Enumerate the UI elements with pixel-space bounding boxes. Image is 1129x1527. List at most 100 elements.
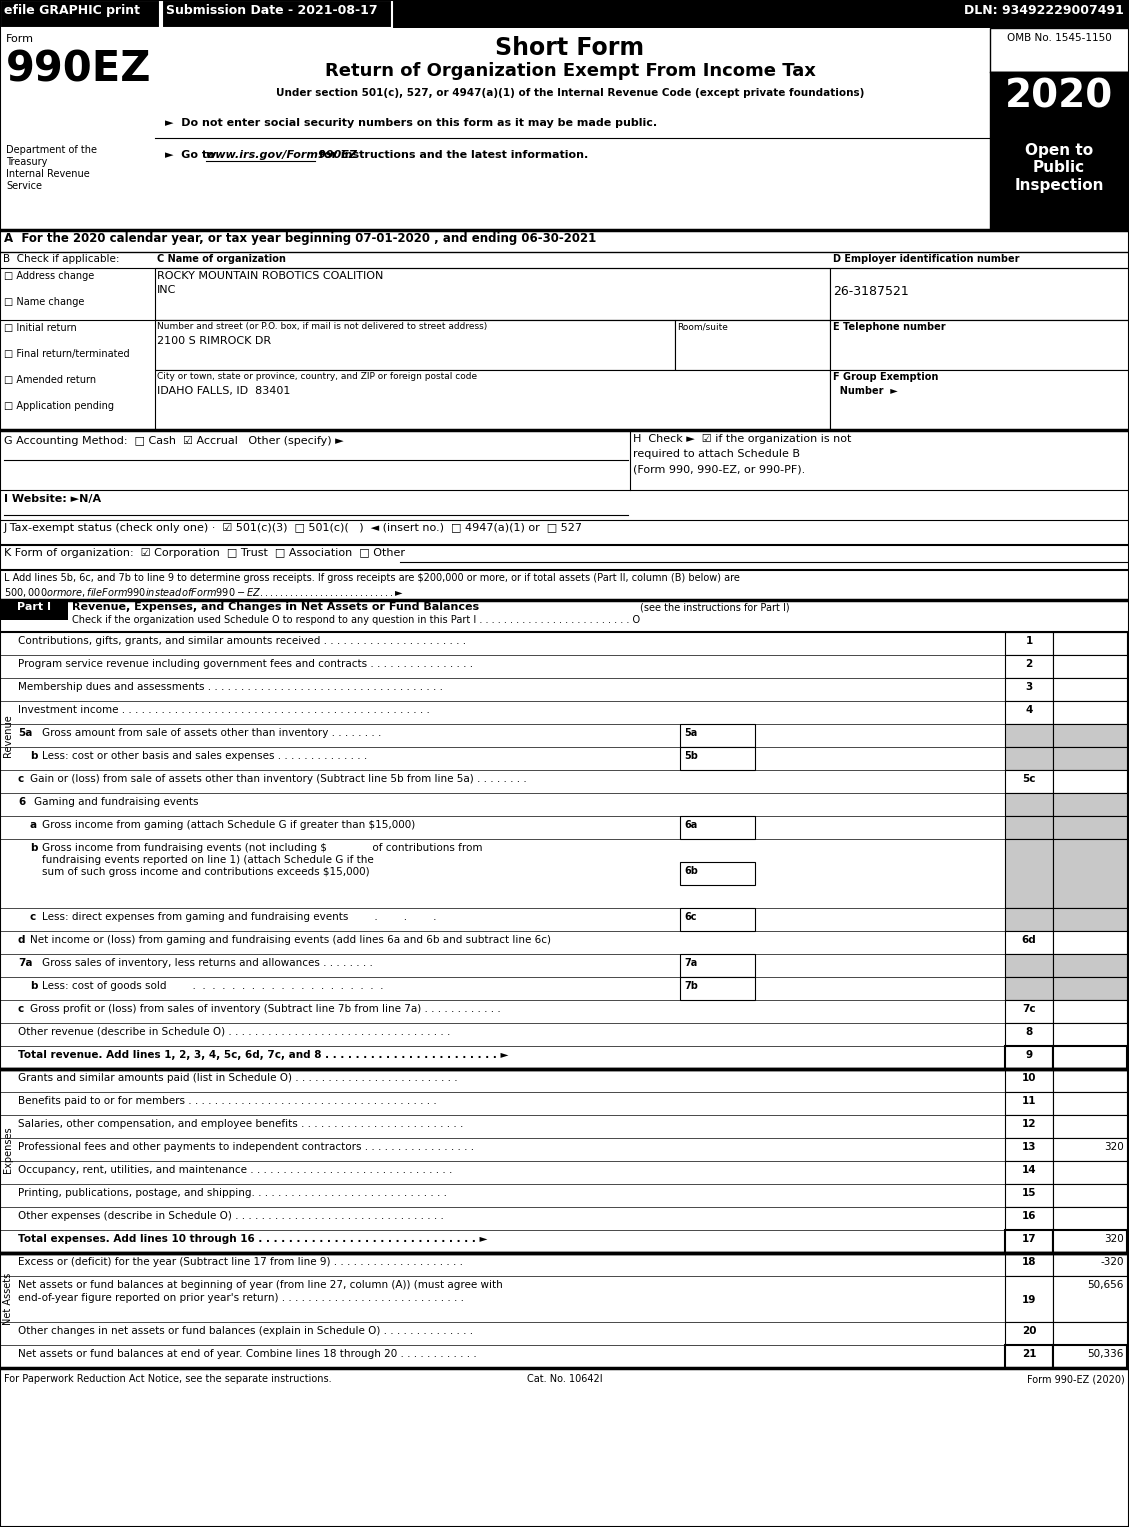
Text: G Accounting Method:  □ Cash  ☑ Accrual   Other (specify) ►: G Accounting Method: □ Cash ☑ Accrual Ot… (5, 437, 343, 446)
Text: ROCKY MOUNTAIN ROBOTICS COALITION: ROCKY MOUNTAIN ROBOTICS COALITION (157, 270, 384, 281)
Bar (1005, 1115, 1053, 1138)
Text: K Form of organization:  ☑ Corporation  □ Trust  □ Association  □ Other: K Form of organization: ☑ Corporation □ … (5, 548, 405, 557)
Bar (1005, 1000, 1053, 1023)
Text: 17: 17 (1022, 1234, 1036, 1245)
Text: 7b: 7b (684, 980, 698, 991)
Bar (1005, 747, 1053, 770)
Text: Printing, publications, postage, and shipping. . . . . . . . . . . . . . . . . .: Printing, publications, postage, and shi… (18, 1188, 447, 1199)
Text: Contributions, gifts, grants, and similar amounts received . . . . . . . . . . .: Contributions, gifts, grants, and simila… (18, 637, 466, 646)
Text: 10: 10 (1022, 1073, 1036, 1083)
Text: D Employer identification number: D Employer identification number (833, 253, 1019, 264)
Text: Program service revenue including government fees and contracts . . . . . . . . : Program service revenue including govern… (18, 660, 473, 669)
Text: 18: 18 (1022, 1257, 1036, 1267)
Text: Net income or (loss) from gaming and fundraising events (add lines 6a and 6b and: Net income or (loss) from gaming and fun… (30, 935, 551, 945)
Bar (1005, 678, 1053, 701)
Text: Gross profit or (loss) from sales of inventory (Subtract line 7b from line 7a) .: Gross profit or (loss) from sales of inv… (30, 1003, 501, 1014)
Text: Gross sales of inventory, less returns and allowances . . . . . . . .: Gross sales of inventory, less returns a… (42, 957, 373, 968)
Text: 5c: 5c (1022, 774, 1035, 783)
Bar (680, 863, 755, 886)
Text: Gain or (loss) from sale of assets other than inventory (Subtract line 5b from l: Gain or (loss) from sale of assets other… (30, 774, 527, 783)
Text: 6: 6 (18, 797, 25, 806)
Text: □ Amended return: □ Amended return (5, 376, 96, 385)
Bar (1053, 838, 1127, 909)
Text: 2100 S RIMROCK DR: 2100 S RIMROCK DR (157, 336, 271, 347)
Text: 11: 11 (1022, 1096, 1036, 1106)
Text: Check if the organization used Schedule O to respond to any question in this Par: Check if the organization used Schedule … (72, 615, 640, 625)
Text: Other changes in net assets or fund balances (explain in Schedule O) . . . . . .: Other changes in net assets or fund bala… (18, 1325, 473, 1336)
Bar (680, 747, 755, 770)
Bar (155, 321, 675, 370)
Bar (1053, 701, 1127, 724)
Bar (990, 27, 1129, 72)
Text: ►  Do not enter social security numbers on this form as it may be made public.: ► Do not enter social security numbers o… (165, 118, 657, 128)
Bar (1053, 632, 1127, 655)
Bar (1053, 655, 1127, 678)
Bar (1053, 1254, 1127, 1277)
Bar (1005, 1161, 1053, 1183)
Bar (0, 600, 68, 620)
Text: Form: Form (6, 34, 34, 44)
Bar (1053, 977, 1127, 1000)
Bar (155, 269, 830, 321)
Bar (1005, 655, 1053, 678)
Bar (155, 370, 830, 431)
Text: ►  Go to: ► Go to (165, 150, 219, 160)
Text: 9: 9 (1025, 1051, 1033, 1060)
Text: b: b (30, 980, 37, 991)
Text: 50,656: 50,656 (1087, 1280, 1124, 1290)
Bar (680, 909, 755, 931)
Text: www.irs.gov/Form990EZ: www.irs.gov/Form990EZ (205, 150, 358, 160)
Text: IDAHO FALLS, ID  83401: IDAHO FALLS, ID 83401 (157, 386, 290, 395)
Bar (1005, 909, 1053, 931)
Bar (0, 27, 155, 231)
Text: c: c (18, 1003, 24, 1014)
Bar (1005, 1231, 1053, 1254)
Text: Occupancy, rent, utilities, and maintenance . . . . . . . . . . . . . . . . . . : Occupancy, rent, utilities, and maintena… (18, 1165, 453, 1174)
Bar (1005, 1345, 1053, 1368)
Text: For Paperwork Reduction Act Notice, see the separate instructions.: For Paperwork Reduction Act Notice, see … (5, 1374, 332, 1383)
Text: 13: 13 (1022, 1142, 1036, 1151)
Text: Other revenue (describe in Schedule O) . . . . . . . . . . . . . . . . . . . . .: Other revenue (describe in Schedule O) .… (18, 1028, 450, 1037)
Text: □ Final return/terminated: □ Final return/terminated (5, 350, 130, 359)
Text: efile GRAPHIC print: efile GRAPHIC print (5, 5, 140, 17)
Bar (1005, 931, 1053, 954)
Text: Cat. No. 10642I: Cat. No. 10642I (527, 1374, 602, 1383)
Bar (1005, 1183, 1053, 1206)
Text: Return of Organization Exempt From Income Tax: Return of Organization Exempt From Incom… (324, 63, 815, 79)
Text: 2: 2 (1025, 660, 1033, 669)
Bar (1053, 1023, 1127, 1046)
Text: 21: 21 (1022, 1348, 1036, 1359)
Bar (1053, 1183, 1127, 1206)
Text: 7a: 7a (684, 957, 698, 968)
Text: 320: 320 (1104, 1142, 1124, 1151)
Text: Investment income . . . . . . . . . . . . . . . . . . . . . . . . . . . . . . . : Investment income . . . . . . . . . . . … (18, 705, 430, 715)
Text: b: b (30, 751, 37, 760)
Text: Membership dues and assessments . . . . . . . . . . . . . . . . . . . . . . . . : Membership dues and assessments . . . . … (18, 683, 443, 692)
Text: DLN: 93492229007491: DLN: 93492229007491 (964, 5, 1124, 17)
Bar (155, 27, 990, 231)
Text: 990EZ: 990EZ (6, 47, 151, 90)
Text: Under section 501(c), 527, or 4947(a)(1) of the Internal Revenue Code (except pr: Under section 501(c), 527, or 4947(a)(1)… (275, 89, 864, 98)
Text: a: a (30, 820, 37, 831)
Text: Other expenses (describe in Schedule O) . . . . . . . . . . . . . . . . . . . . : Other expenses (describe in Schedule O) … (18, 1211, 444, 1222)
Text: 1: 1 (1025, 637, 1033, 646)
Text: 16: 16 (1022, 1211, 1036, 1222)
Text: 6a: 6a (684, 820, 698, 831)
Text: □ Initial return: □ Initial return (5, 324, 77, 333)
Bar (161, 0, 392, 27)
Text: required to attach Schedule B: required to attach Schedule B (633, 449, 800, 460)
Text: Number  ►: Number ► (833, 386, 898, 395)
Bar (680, 724, 755, 747)
Text: 19: 19 (1022, 1295, 1036, 1306)
Text: $500,000 or more, file Form 990 instead of Form 990-EZ . . . . . . . . . . . . .: $500,000 or more, file Form 990 instead … (5, 586, 403, 599)
Bar (1053, 815, 1127, 838)
Bar (1053, 1115, 1127, 1138)
Text: Gross amount from sale of assets other than inventory . . . . . . . .: Gross amount from sale of assets other t… (42, 728, 382, 738)
Text: 6d: 6d (1022, 935, 1036, 945)
Text: J Tax-exempt status (check only one) ·  ☑ 501(c)(3)  □ 501(c)(   )  ◄ (insert no: J Tax-exempt status (check only one) · ☑… (5, 524, 583, 533)
Text: Expenses: Expenses (3, 1127, 14, 1173)
Text: Internal Revenue: Internal Revenue (6, 169, 89, 179)
Text: Submission Date - 2021-08-17: Submission Date - 2021-08-17 (166, 5, 377, 17)
Text: Grants and similar amounts paid (list in Schedule O) . . . . . . . . . . . . . .: Grants and similar amounts paid (list in… (18, 1073, 457, 1083)
Text: sum of such gross income and contributions exceeds $15,000): sum of such gross income and contributio… (42, 867, 369, 876)
